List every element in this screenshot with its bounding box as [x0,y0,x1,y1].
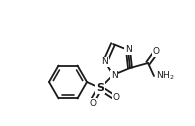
Text: O: O [113,92,120,102]
Text: O: O [152,48,160,56]
Text: S: S [96,83,104,93]
Text: O: O [90,99,97,107]
Text: N: N [111,71,117,80]
Text: NH$_2$: NH$_2$ [156,70,175,82]
Text: N: N [125,45,131,55]
Text: N: N [102,57,108,67]
